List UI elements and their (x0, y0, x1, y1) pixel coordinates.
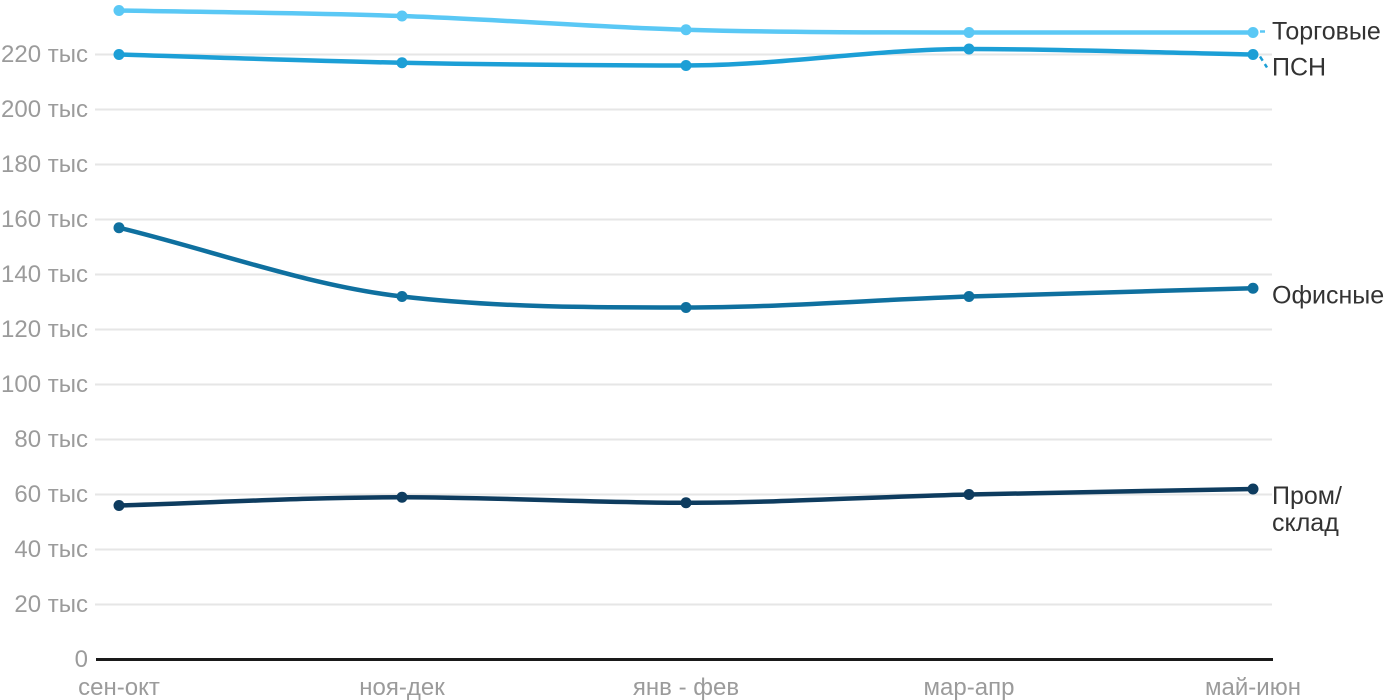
series-2-point (680, 302, 692, 313)
x-axis-label: сен-окт (78, 674, 160, 700)
series-3-point (680, 497, 692, 509)
y-tick-label: 120 тыс (1, 316, 88, 343)
x-axis-label: янв - фев (633, 674, 739, 700)
x-axis-label: ноя-дек (359, 674, 445, 700)
x-axis-label: мар-апр (924, 674, 1015, 700)
series-3-label: склад (1272, 509, 1339, 537)
y-tick-label: 220 тыс (1, 41, 88, 68)
y-tick-label: 200 тыс (1, 96, 88, 123)
y-tick-label: 140 тыс (1, 261, 88, 288)
series-2-line (116, 225, 1256, 310)
y-tick-label: 180 тыс (1, 151, 88, 178)
series-2-point (396, 291, 408, 302)
series-1-point (396, 57, 408, 69)
x-axis-label: май-июн (1205, 674, 1301, 700)
series-3-point (396, 491, 408, 503)
y-tick-label: 100 тыс (1, 371, 88, 398)
series-2-point (963, 291, 975, 302)
series-1-point (1247, 49, 1259, 60)
series-0-point (680, 24, 692, 36)
series-3-label: Пром/ (1272, 482, 1342, 510)
y-tick-label: 20 тыс (14, 591, 88, 618)
series-3-point (1247, 483, 1259, 495)
series-1-point (963, 43, 975, 55)
series-2-point (1247, 282, 1259, 294)
series-0-point (113, 5, 125, 16)
series-0-point (963, 27, 975, 38)
series-2-point (113, 222, 125, 234)
series-0-label: Торговые (1272, 18, 1381, 46)
series-0-point (1247, 27, 1259, 38)
series-1-point (113, 49, 125, 60)
y-tick-label: 160 тыс (1, 206, 88, 233)
series-2-label: Офисные (1272, 281, 1384, 309)
y-tick-label: 40 тыс (14, 536, 88, 563)
series-1-label: ПСН (1272, 54, 1326, 82)
y-tick-label: 60 тыс (14, 481, 88, 508)
y-tick-label: 0 (75, 646, 88, 673)
series-3-point (113, 500, 125, 511)
series-3-point (963, 489, 975, 500)
y-tick-label: 80 тыс (14, 426, 88, 453)
series-1-point (680, 60, 692, 71)
series-1-leader-line (1258, 55, 1269, 69)
series-0-point (396, 10, 408, 22)
